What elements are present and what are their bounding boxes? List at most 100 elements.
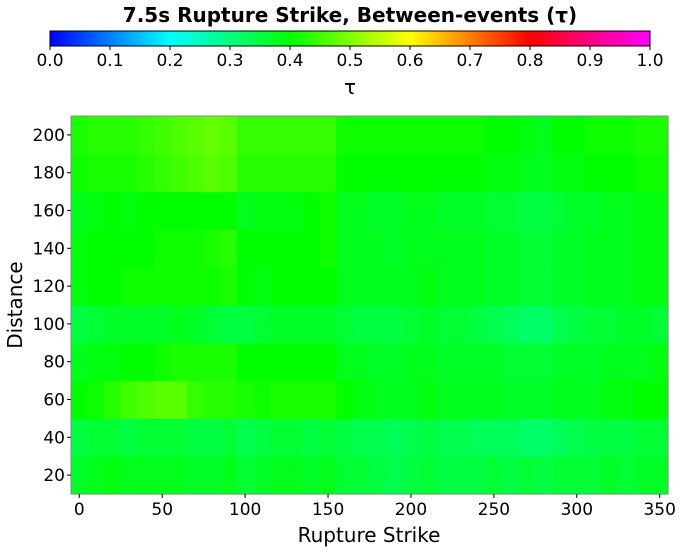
heatmap-cell xyxy=(435,191,454,230)
heatmap-cell xyxy=(485,418,503,457)
heatmap-cell xyxy=(651,229,669,268)
heatmap-cell xyxy=(137,267,155,306)
heatmap-cell xyxy=(286,229,304,268)
heatmap-cell xyxy=(485,116,503,155)
heatmap-cell xyxy=(253,305,271,344)
heatmap-cell xyxy=(303,418,321,457)
heatmap-cell xyxy=(585,418,603,457)
heatmap-cell xyxy=(253,153,271,193)
heatmap-cell xyxy=(120,418,138,457)
heatmap-cell xyxy=(618,456,636,495)
heatmap-cell xyxy=(485,153,503,193)
heatmap-cell xyxy=(286,342,304,382)
heatmap-cell xyxy=(319,418,337,457)
colorbar-tick-label: 0.7 xyxy=(456,51,483,71)
heatmap-cell xyxy=(502,153,520,193)
heatmap-cell xyxy=(236,418,255,457)
heatmap-cell xyxy=(153,229,172,268)
heatmap-cell xyxy=(120,342,138,382)
heatmap-cell xyxy=(104,342,122,382)
heatmap-cell xyxy=(435,456,454,495)
plot-frame xyxy=(70,115,669,495)
heatmap-cell xyxy=(236,305,255,344)
heatmap-cell xyxy=(535,305,553,344)
heatmap-cell xyxy=(369,191,387,230)
colorbar-tick-label: 0.3 xyxy=(216,51,243,71)
heatmap-cell xyxy=(270,229,288,268)
y-tick-label: 140 xyxy=(33,239,65,259)
heatmap-cell xyxy=(236,229,255,268)
heatmap-cell xyxy=(253,456,271,495)
heatmap-cell xyxy=(203,116,221,155)
heatmap-cell xyxy=(170,153,188,193)
x-tick-label: 0 xyxy=(74,500,85,520)
heatmap-cell xyxy=(153,456,172,495)
heatmap-cell xyxy=(485,267,503,306)
heatmap-cell xyxy=(303,342,321,382)
heatmap-cell xyxy=(386,380,404,419)
heatmap-cell xyxy=(87,116,105,155)
heatmap-cell xyxy=(137,191,155,230)
heatmap-cell xyxy=(469,380,487,419)
heatmap-cell xyxy=(236,116,255,155)
heatmap-cell xyxy=(585,153,603,193)
heatmap-cell xyxy=(236,456,255,495)
heatmap-cell xyxy=(618,305,636,344)
heatmap-cell xyxy=(170,456,188,495)
heatmap-cell xyxy=(220,267,238,306)
heatmap-cell xyxy=(187,229,205,268)
heatmap-cell xyxy=(518,153,536,193)
heatmap-cell xyxy=(187,305,205,344)
colorbar-tick-label: 0.4 xyxy=(276,51,303,71)
heatmap-cell xyxy=(352,456,371,495)
colorbar-label: τ xyxy=(344,75,356,99)
heatmap-cell xyxy=(452,418,470,457)
heatmap-cell xyxy=(485,305,503,344)
heatmap-cell xyxy=(104,456,122,495)
heatmap-cell xyxy=(634,380,653,419)
heatmap-cell xyxy=(104,191,122,230)
heatmap-cell xyxy=(187,456,205,495)
heatmap-cell xyxy=(170,305,188,344)
heatmap-cell xyxy=(220,305,238,344)
heatmap-cell xyxy=(618,229,636,268)
heatmap-cell xyxy=(518,342,536,382)
heatmap-cell xyxy=(452,456,470,495)
heatmap-cell xyxy=(71,380,89,419)
heatmap-cell xyxy=(419,380,437,419)
heatmap-cell xyxy=(71,342,89,382)
heatmap-cell xyxy=(187,267,205,306)
heatmap-cell xyxy=(203,267,221,306)
heatmap-cell xyxy=(336,380,354,419)
heatmap-cell xyxy=(485,456,503,495)
heatmap-cell xyxy=(551,267,570,306)
heatmap-cell xyxy=(220,229,238,268)
heatmap-cell xyxy=(518,456,536,495)
heatmap-cell xyxy=(87,342,105,382)
heatmap-cell xyxy=(303,153,321,193)
heatmap-cell xyxy=(469,191,487,230)
heatmap-cell xyxy=(137,305,155,344)
heatmap-cell xyxy=(270,116,288,155)
heatmap-cell xyxy=(87,267,105,306)
y-tick-label: 200 xyxy=(33,126,65,146)
x-tick-label: 50 xyxy=(151,500,173,520)
heatmap-cell xyxy=(352,342,371,382)
heatmap-cell xyxy=(651,456,669,495)
heatmap-cell xyxy=(236,267,255,306)
heatmap-cell xyxy=(352,305,371,344)
heatmap-cell xyxy=(236,380,255,419)
heatmap-cell xyxy=(104,153,122,193)
heatmap-cell xyxy=(104,418,122,457)
heatmap-cell xyxy=(502,116,520,155)
colorbar-tick-label: 0.5 xyxy=(336,51,363,71)
heatmap-cell xyxy=(568,305,586,344)
heatmap-cell xyxy=(203,456,221,495)
heatmap-cell xyxy=(618,342,636,382)
heatmap-cell xyxy=(585,267,603,306)
heatmap-cell xyxy=(369,418,387,457)
heatmap-cell xyxy=(87,191,105,230)
heatmap-cell xyxy=(236,153,255,193)
heatmap-cell xyxy=(352,380,371,419)
